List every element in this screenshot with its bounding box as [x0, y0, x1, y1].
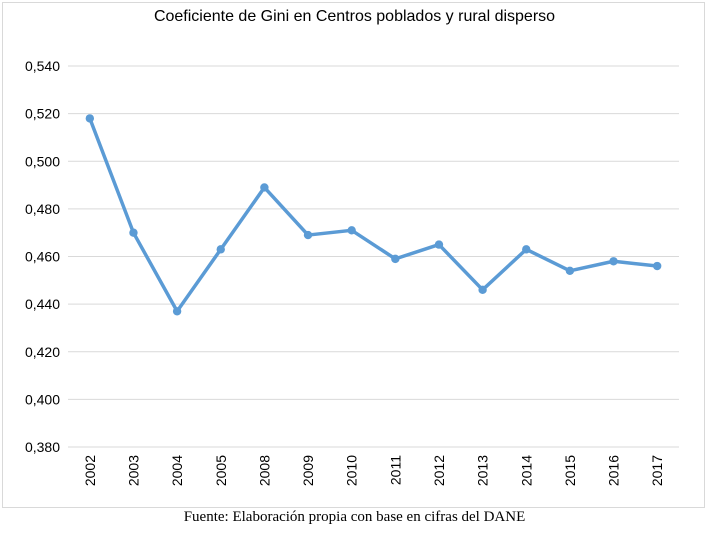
data-point [391, 254, 400, 264]
x-tick-label: 2008 [256, 455, 272, 486]
x-tick-label: 2013 [475, 455, 491, 486]
x-tick-label: 2010 [344, 455, 360, 486]
y-tick-label: 0,500 [25, 153, 60, 169]
data-point [172, 307, 182, 316]
chart-title: Coeficiente de Gini en Centros poblados … [153, 8, 556, 25]
gridlines [68, 65, 679, 448]
y-tick-label: 0,520 [25, 106, 60, 122]
x-tick-label: 2014 [518, 455, 534, 486]
x-tick-label: 2012 [431, 455, 447, 486]
data-point [260, 183, 269, 192]
data-point [129, 228, 138, 237]
data-point [652, 261, 662, 271]
x-tick-label: 2011 [387, 455, 403, 485]
source-note: Fuente: Elaboración propia con base en c… [183, 509, 526, 525]
y-tick-label: 0,480 [25, 201, 60, 217]
x-tick-label: 2017 [649, 455, 665, 486]
series-gini [85, 114, 662, 316]
y-tick-label: 0,420 [25, 344, 60, 360]
data-point [216, 245, 225, 254]
y-tick-label: 0,440 [25, 296, 60, 312]
data-point [478, 285, 487, 295]
data-point [522, 245, 531, 254]
x-tick-label: 2009 [300, 455, 316, 486]
x-tick-label: 2015 [562, 455, 578, 486]
data-point [303, 230, 313, 240]
x-tick-label: 2005 [213, 455, 229, 486]
y-tick-label: 0,400 [25, 391, 60, 407]
x-tick-label: 2003 [125, 455, 141, 486]
chart-frame [2, 2, 705, 508]
y-axis-tick-labels: 0,380 0,400 0,420 0,440 0,460 0,480 0,500 0,520… [25, 58, 60, 455]
data-point [609, 257, 618, 266]
y-tick-label: 0,380 [25, 439, 60, 455]
series-line [88, 116, 659, 314]
data-point [434, 240, 444, 249]
x-axis-tick-labels: 2002 2003 2004 2005 2008 2009 2010 2011 2012 2013… [82, 455, 665, 486]
x-tick-label: 2002 [82, 455, 98, 486]
y-tick-label: 0,540 [25, 58, 60, 74]
data-point [565, 266, 575, 275]
y-tick-label: 0,460 [25, 249, 60, 265]
data-point [85, 114, 95, 123]
data-point [347, 226, 356, 235]
x-tick-label: 2016 [606, 455, 622, 486]
x-tick-label: 2004 [169, 455, 185, 486]
